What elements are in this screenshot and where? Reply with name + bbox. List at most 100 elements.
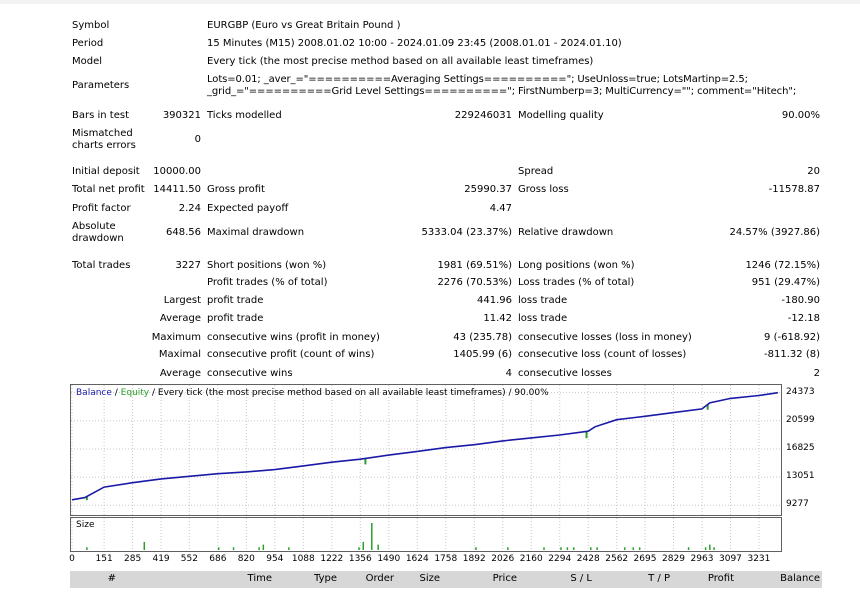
legend-separator: / bbox=[111, 388, 121, 398]
maxwins-value: 43 (235.78) bbox=[453, 332, 512, 343]
col-type[interactable]: Type bbox=[314, 573, 337, 584]
maxdd-label: Maximal drawdown bbox=[207, 227, 305, 238]
col-order[interactable]: Order bbox=[365, 573, 394, 584]
avglosses-value: 2 bbox=[813, 368, 820, 379]
maxloss-value: -811.32 (8) bbox=[764, 349, 820, 360]
absdd-value: 648.56 bbox=[166, 227, 201, 238]
reldd-label: Relative drawdown bbox=[518, 227, 614, 238]
col-balance[interactable]: Balance bbox=[780, 573, 820, 584]
long-value: 1246 (72.15%) bbox=[745, 260, 820, 271]
parameters-value: Lots=0.01; _aver_="==========Averaging S… bbox=[207, 74, 797, 97]
short-label: Short positions (won %) bbox=[207, 260, 327, 271]
x-tick-label: 1222 bbox=[320, 554, 344, 564]
x-tick-label: 2026 bbox=[491, 554, 515, 564]
col-time[interactable]: Time bbox=[247, 573, 272, 584]
largest-label: Largest bbox=[163, 295, 201, 306]
col-tp[interactable]: T / P bbox=[648, 573, 670, 584]
pf-value: 2.24 bbox=[178, 203, 201, 214]
x-tick-label: 2428 bbox=[576, 554, 600, 564]
x-tick-label: 2294 bbox=[548, 554, 572, 564]
grossprofit-label: Gross profit bbox=[207, 184, 265, 195]
y-tick-label: 20599 bbox=[786, 414, 815, 425]
average-label: Average bbox=[159, 313, 201, 324]
size-panel-frame bbox=[70, 517, 782, 552]
pf-label: Profit factor bbox=[72, 203, 131, 214]
grossloss-label: Gross loss bbox=[518, 184, 569, 195]
netprofit-label: Total net profit bbox=[72, 184, 145, 195]
largest-loss-label: loss trade bbox=[518, 295, 568, 306]
deposit-label: Initial deposit bbox=[72, 166, 140, 177]
x-tick-label: 0 bbox=[69, 554, 75, 564]
ltrades-label: Loss trades (% of total) bbox=[518, 277, 635, 288]
ticks-label: Ticks modelled bbox=[207, 110, 282, 121]
maxwins-label: consecutive wins (profit in money) bbox=[207, 332, 380, 343]
x-tick-label: 3097 bbox=[719, 554, 742, 564]
model-value: Every tick (the most precise method base… bbox=[207, 56, 594, 67]
maxdd-value: 5333.04 (23.37%) bbox=[421, 227, 512, 238]
legend-equity: Equity bbox=[120, 388, 150, 398]
maxprofit-value: 1405.99 (6) bbox=[453, 349, 512, 360]
short-value: 1981 (69.51%) bbox=[437, 260, 512, 271]
period-label: Period bbox=[72, 38, 104, 49]
col-sl[interactable]: S / L bbox=[570, 573, 592, 584]
deposit-value: 10000.00 bbox=[153, 166, 201, 177]
average-loss-value: -12.18 bbox=[787, 313, 820, 324]
parameters-label: Parameters bbox=[72, 80, 130, 91]
col-profit[interactable]: Profit bbox=[707, 573, 734, 584]
mismatch-value: 0 bbox=[194, 134, 201, 145]
payoff-value: 4.47 bbox=[489, 203, 512, 214]
largest-profit-value: 441.96 bbox=[477, 295, 512, 306]
x-tick-label: 3231 bbox=[747, 554, 771, 564]
orders-table-header: # Time Type Order Size Price S / L T / P… bbox=[70, 571, 822, 588]
quality-value: 90.00% bbox=[781, 110, 820, 121]
y-tick-label: 16825 bbox=[786, 442, 815, 453]
balance-chart: Balance / Equity / Every tick (the most … bbox=[70, 384, 782, 552]
y-tick-label: 24373 bbox=[786, 386, 815, 397]
x-tick-label: 2160 bbox=[519, 554, 543, 564]
col-size[interactable]: Size bbox=[419, 573, 440, 584]
period-value: 15 Minutes (M15) 2008.01.02 10:00 - 2024… bbox=[207, 38, 622, 49]
x-tick-label: 285 bbox=[124, 554, 142, 564]
avglosses-label: consecutive losses bbox=[518, 368, 612, 379]
x-tick-label: 686 bbox=[209, 554, 227, 564]
avg2-label: Average bbox=[159, 368, 201, 379]
average-loss-label: loss trade bbox=[518, 313, 568, 324]
x-tick-label: 2695 bbox=[633, 554, 657, 564]
symbol-value: EURGBP (Euro vs Great Britain Pound ) bbox=[207, 20, 401, 31]
x-tick-label: 2562 bbox=[605, 554, 629, 564]
balance-chart-svg bbox=[70, 384, 782, 552]
maximum-label: Maximum bbox=[151, 332, 201, 343]
ltrades-value: 951 (29.47%) bbox=[751, 277, 820, 288]
x-tick-label: 2829 bbox=[662, 554, 685, 564]
y-tick-label: 9277 bbox=[786, 499, 809, 510]
x-tick-label: 1356 bbox=[348, 554, 372, 564]
col-price[interactable]: Price bbox=[492, 573, 517, 584]
x-tick-label: 1624 bbox=[405, 554, 429, 564]
trades-value: 3227 bbox=[175, 260, 201, 271]
avgwins-value: 4 bbox=[505, 368, 512, 379]
spread-label: Spread bbox=[518, 166, 554, 177]
legend-description: / Every tick (the most precise method ba… bbox=[149, 388, 549, 398]
maxlosses-label: consecutive losses (loss in money) bbox=[518, 332, 692, 343]
y-tick-label: 13051 bbox=[786, 471, 815, 482]
maximal-label: Maximal bbox=[158, 349, 201, 360]
bars-value: 390321 bbox=[162, 110, 201, 121]
long-label: Long positions (won %) bbox=[518, 260, 635, 271]
payoff-label: Expected payoff bbox=[207, 203, 289, 214]
x-tick-label: 151 bbox=[95, 554, 113, 564]
x-tick-label: 419 bbox=[152, 554, 170, 564]
avgwins-label: consecutive wins bbox=[207, 368, 293, 379]
ptrades-value: 2276 (70.53%) bbox=[437, 277, 512, 288]
trades-label: Total trades bbox=[72, 260, 131, 271]
bars-label: Bars in test bbox=[72, 110, 129, 121]
col-number[interactable]: # bbox=[107, 573, 116, 584]
legend-balance: Balance bbox=[76, 388, 112, 398]
maxprofit-label: consecutive profit (count of wins) bbox=[207, 349, 375, 360]
x-tick-label: 1490 bbox=[377, 554, 401, 564]
ptrades-label: Profit trades (% of total) bbox=[207, 277, 328, 288]
chart-legend: Balance / Equity / Every tick (the most … bbox=[76, 388, 549, 399]
maxlosses-value: 9 (-618.92) bbox=[764, 332, 820, 343]
largest-loss-value: -180.90 bbox=[781, 295, 820, 306]
quality-label: Modelling quality bbox=[518, 110, 604, 121]
largest-profit-label: profit trade bbox=[207, 295, 264, 306]
